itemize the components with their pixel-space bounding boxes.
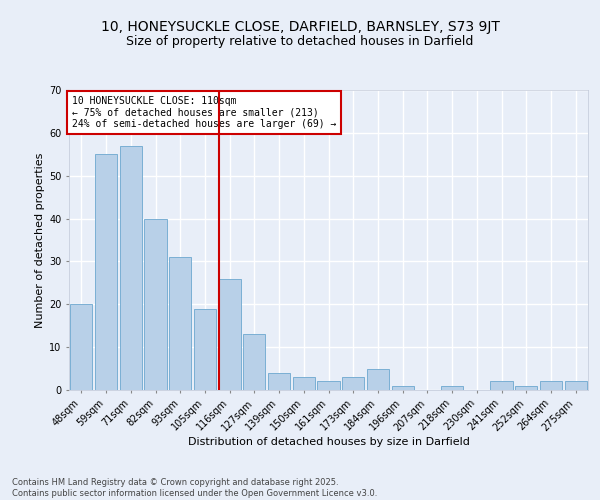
Bar [169, 257, 191, 390]
Text: Contains HM Land Registry data © Crown copyright and database right 2025.
Contai: Contains HM Land Registry data © Crown c… [12, 478, 377, 498]
Bar [367, 368, 389, 390]
Text: 10 HONEYSUCKLE CLOSE: 110sqm
← 75% of detached houses are smaller (213)
24% of s: 10 HONEYSUCKLE CLOSE: 110sqm ← 75% of de… [71, 96, 336, 129]
Bar [70, 304, 92, 390]
Bar [95, 154, 117, 390]
Bar [441, 386, 463, 390]
Bar [293, 377, 315, 390]
Bar [565, 382, 587, 390]
Bar [490, 382, 512, 390]
Bar [392, 386, 414, 390]
Bar [119, 146, 142, 390]
Bar [145, 218, 167, 390]
Bar [540, 382, 562, 390]
Text: Size of property relative to detached houses in Darfield: Size of property relative to detached ho… [127, 34, 473, 48]
Bar [194, 308, 216, 390]
Bar [342, 377, 364, 390]
Bar [317, 382, 340, 390]
Y-axis label: Number of detached properties: Number of detached properties [35, 152, 45, 328]
Bar [218, 278, 241, 390]
Bar [515, 386, 538, 390]
Bar [243, 334, 265, 390]
Text: 10, HONEYSUCKLE CLOSE, DARFIELD, BARNSLEY, S73 9JT: 10, HONEYSUCKLE CLOSE, DARFIELD, BARNSLE… [101, 20, 499, 34]
X-axis label: Distribution of detached houses by size in Darfield: Distribution of detached houses by size … [188, 437, 469, 447]
Bar [268, 373, 290, 390]
